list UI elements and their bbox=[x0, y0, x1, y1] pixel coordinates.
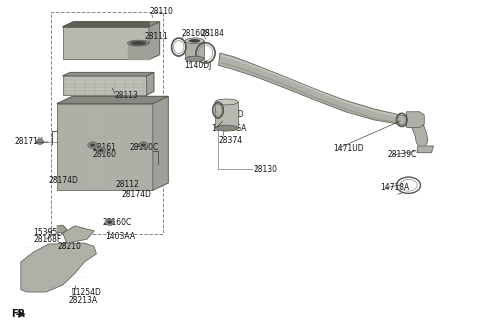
Text: 1140DJ: 1140DJ bbox=[184, 61, 212, 70]
Circle shape bbox=[105, 219, 115, 225]
Polygon shape bbox=[417, 146, 433, 153]
Bar bbox=[57, 104, 153, 190]
Text: 28174D: 28174D bbox=[121, 190, 151, 199]
Text: 15395A: 15395A bbox=[33, 228, 63, 237]
Polygon shape bbox=[153, 96, 168, 190]
Text: 28113: 28113 bbox=[115, 91, 138, 100]
Bar bbox=[215, 102, 238, 128]
Text: 28110: 28110 bbox=[149, 7, 173, 16]
Ellipse shape bbox=[131, 41, 146, 45]
Polygon shape bbox=[63, 22, 159, 27]
Text: 11254D: 11254D bbox=[72, 288, 101, 297]
Polygon shape bbox=[149, 22, 159, 59]
Circle shape bbox=[90, 143, 95, 147]
Text: 28160C: 28160C bbox=[130, 143, 159, 152]
Text: 28184: 28184 bbox=[201, 29, 225, 38]
Ellipse shape bbox=[215, 99, 238, 105]
Text: 28374: 28374 bbox=[219, 136, 243, 145]
Text: 17993GA: 17993GA bbox=[211, 124, 247, 133]
Text: 28160S: 28160S bbox=[181, 29, 210, 38]
Text: 1403AA: 1403AA bbox=[105, 232, 135, 241]
Polygon shape bbox=[63, 22, 149, 27]
Circle shape bbox=[36, 139, 44, 144]
Text: 28139C: 28139C bbox=[387, 150, 417, 159]
Ellipse shape bbox=[185, 38, 204, 44]
Text: 28213A: 28213A bbox=[69, 296, 98, 305]
Polygon shape bbox=[57, 96, 168, 104]
Polygon shape bbox=[21, 243, 96, 292]
Text: 28111: 28111 bbox=[144, 32, 168, 41]
Text: 28171K: 28171K bbox=[14, 137, 43, 146]
Text: 28160C: 28160C bbox=[102, 218, 132, 227]
Ellipse shape bbox=[128, 40, 149, 46]
Polygon shape bbox=[63, 72, 154, 76]
Text: 28161: 28161 bbox=[93, 143, 117, 152]
Text: 28168F: 28168F bbox=[33, 235, 61, 244]
Ellipse shape bbox=[215, 125, 238, 131]
Bar bbox=[185, 41, 204, 59]
Ellipse shape bbox=[185, 56, 204, 61]
Polygon shape bbox=[57, 225, 67, 233]
Circle shape bbox=[88, 142, 97, 148]
Ellipse shape bbox=[189, 39, 200, 43]
Text: 28174D: 28174D bbox=[48, 176, 78, 185]
Text: 14718A: 14718A bbox=[380, 183, 409, 192]
Polygon shape bbox=[218, 53, 421, 128]
Circle shape bbox=[108, 220, 112, 224]
Circle shape bbox=[99, 149, 104, 152]
Text: 28112: 28112 bbox=[116, 180, 139, 189]
Circle shape bbox=[141, 143, 146, 147]
Text: 28130: 28130 bbox=[253, 165, 277, 174]
Text: 28210: 28210 bbox=[57, 242, 81, 251]
Text: FR: FR bbox=[11, 309, 25, 318]
Bar bbox=[63, 27, 149, 59]
Polygon shape bbox=[147, 72, 154, 95]
Circle shape bbox=[96, 147, 106, 154]
Polygon shape bbox=[128, 43, 149, 59]
Circle shape bbox=[139, 142, 148, 148]
Bar bbox=[63, 76, 147, 95]
Polygon shape bbox=[407, 112, 424, 127]
Text: 1471UD: 1471UD bbox=[333, 144, 364, 153]
Text: 28160: 28160 bbox=[93, 150, 117, 159]
Polygon shape bbox=[63, 226, 94, 243]
Text: 1471UD: 1471UD bbox=[214, 110, 244, 119]
